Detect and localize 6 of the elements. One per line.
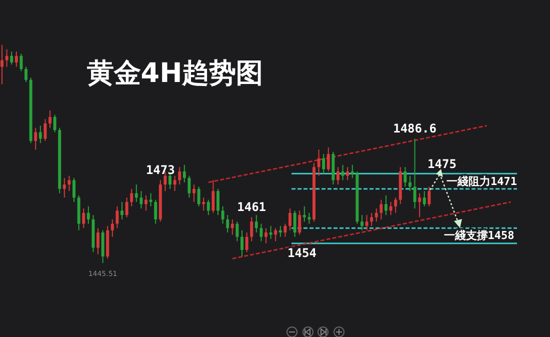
title: 黄金4H趋势图 — [86, 58, 264, 89]
annotation: 1461 — [237, 200, 266, 214]
annotation: 1486.6 — [393, 122, 436, 136]
annotation: 1475 — [428, 157, 456, 171]
annotation: 1473 — [146, 163, 175, 178]
annotation: 1454 — [288, 246, 316, 260]
